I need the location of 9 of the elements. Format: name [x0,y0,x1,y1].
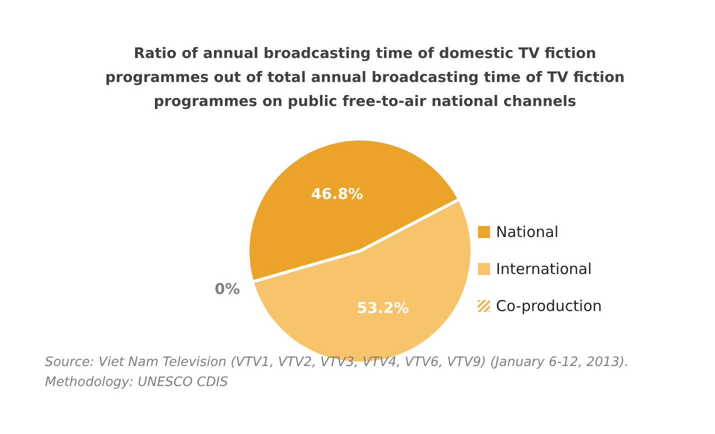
legend-label: National [496,222,559,240]
legend-label: Co-production [496,296,602,314]
text: 0% [214,280,240,298]
source-note: Source: Viet Nam Television (VTV1, VTV2, VTV3, VTV4, VTV6, VTV9) (January 6-12, 2013). [45,354,629,372]
chart-title: Ratio of annual broadcasting time of domestic TV fiction programmes out of total annual broadcasting time of TV fiction programmes on public free-to-air national channels [104,45,626,112]
legend-label: International [496,260,592,278]
data-label: 46.8% [311,184,364,203]
text: Methodology: UNESCO CDIS [45,374,230,392]
data-label: 53.2% [356,299,409,318]
